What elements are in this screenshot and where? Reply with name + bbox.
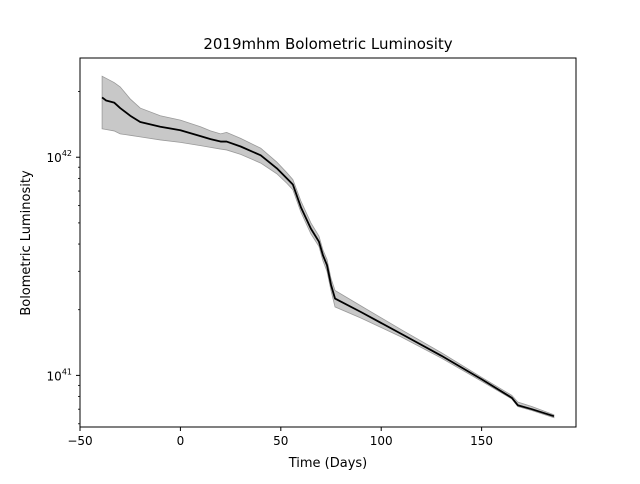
uncertainty-band: [101, 75, 555, 419]
x-tick-label: −50: [67, 434, 92, 448]
plot-frame: [79, 57, 577, 428]
x-tick-label: 0: [177, 434, 185, 448]
y-axis-ticks: 1041 1042: [47, 91, 80, 425]
x-axis-label: Time (Days): [288, 456, 368, 471]
luminosity-line: [101, 96, 555, 418]
luminosity-line-layer: [101, 96, 555, 418]
x-tick-label: 150: [470, 434, 493, 448]
chart-title: 2019mhm Bolometric Luminosity: [203, 35, 452, 53]
x-tick-label: 100: [370, 434, 393, 448]
y-tick-label: 1041: [47, 367, 72, 383]
x-axis-ticks: −50 0 50 100 150: [67, 427, 493, 448]
uncertainty-band-layer: [101, 75, 555, 419]
y-tick-label: 1042: [47, 149, 72, 165]
y-axis-label: Bolometric Luminosity: [19, 170, 34, 316]
x-tick-label: 50: [273, 434, 288, 448]
